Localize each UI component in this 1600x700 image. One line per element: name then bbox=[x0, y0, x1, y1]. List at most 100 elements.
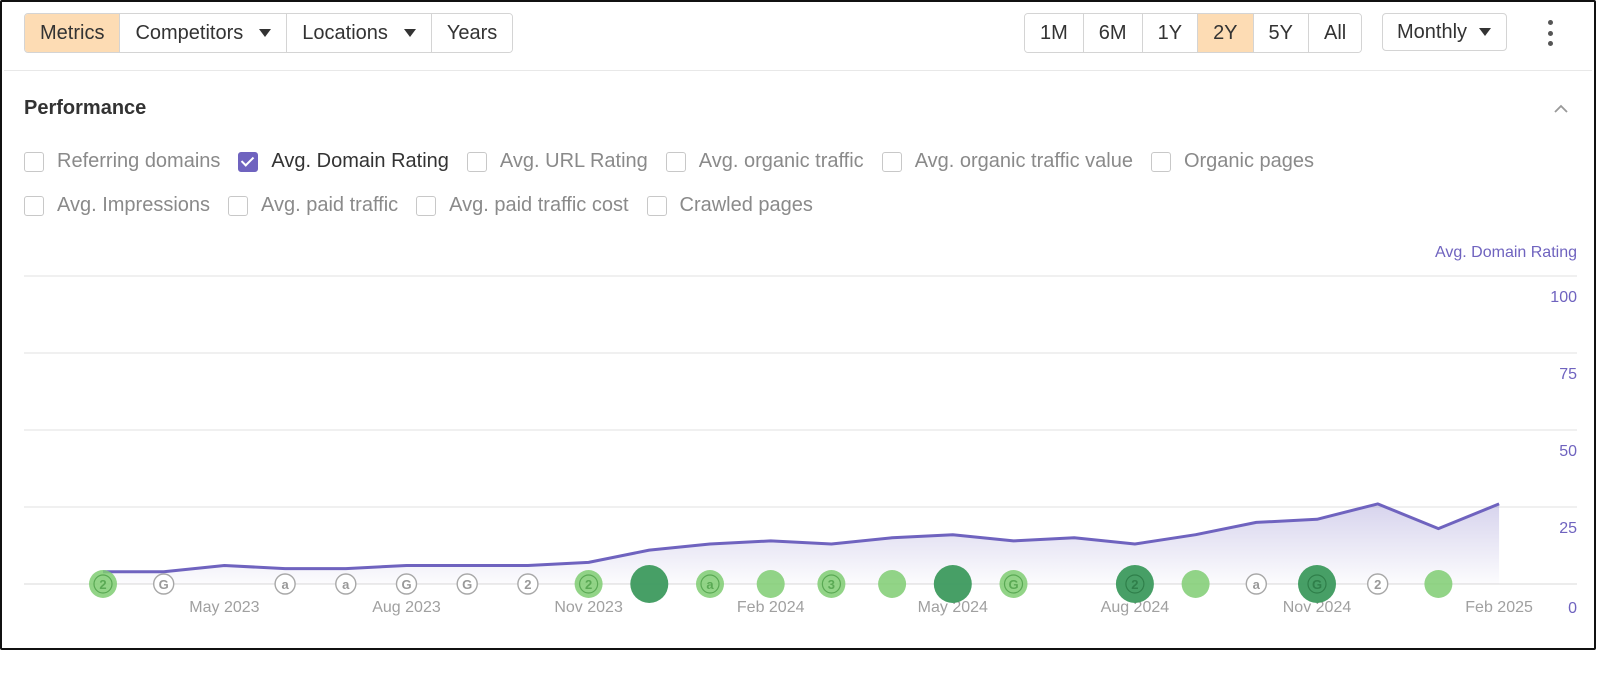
section-title: Performance bbox=[24, 97, 147, 119]
event-marker-label: 2 bbox=[524, 577, 531, 592]
event-marker bbox=[1115, 565, 1154, 603]
event-marker-ring bbox=[578, 574, 599, 594]
tab-competitors[interactable]: Competitors bbox=[120, 14, 288, 52]
event-marker-ring bbox=[700, 574, 720, 594]
x-tick-label: Aug 2024 bbox=[1101, 599, 1170, 616]
event-marker bbox=[335, 573, 357, 595]
event-marker-label: 2 bbox=[99, 577, 106, 592]
event-marker bbox=[878, 570, 907, 598]
range-label: 2Y bbox=[1213, 21, 1238, 44]
checkbox[interactable] bbox=[24, 195, 44, 216]
range-label: 6M bbox=[1098, 21, 1127, 44]
event-marker-label: G bbox=[1008, 577, 1018, 592]
metric-option-avg-organic-traffic[interactable]: Avg. organic traffic bbox=[665, 150, 864, 173]
metric-option-avg-organic-traffic-value[interactable]: Avg. organic traffic value bbox=[881, 150, 1133, 173]
event-marker-label: a bbox=[1253, 577, 1261, 592]
performance-widget: Metrics Competitors Locations Years 1M 6… bbox=[0, 0, 1596, 650]
y-tick-label: 50 bbox=[1559, 443, 1577, 460]
event-marker bbox=[933, 565, 972, 603]
interval-select[interactable]: Monthly bbox=[1382, 13, 1507, 51]
range-5y-button[interactable]: 5Y bbox=[1253, 14, 1309, 52]
checkbox[interactable] bbox=[416, 195, 437, 216]
event-marker bbox=[574, 570, 603, 598]
checkbox[interactable] bbox=[881, 151, 902, 172]
tab-years-label: Years bbox=[446, 21, 498, 44]
more-vertical-icon[interactable] bbox=[1540, 20, 1560, 46]
metric-options-row-2: Avg. Impressions Avg. paid traffic Avg. … bbox=[24, 194, 831, 217]
metric-options-row-1: Referring domains Avg. Domain Rating Avg… bbox=[24, 150, 1332, 173]
range-label: 1Y bbox=[1157, 21, 1183, 44]
range-all-button[interactable]: All bbox=[1309, 14, 1362, 52]
checkbox-checked[interactable] bbox=[238, 151, 259, 172]
caret-down-icon bbox=[259, 29, 272, 37]
event-marker-label: 3 bbox=[828, 577, 835, 592]
metric-option-avg-impressions[interactable]: Avg. Impressions bbox=[24, 194, 210, 217]
checkbox[interactable] bbox=[1150, 151, 1171, 172]
metric-option-label: Avg. URL Rating bbox=[499, 150, 648, 172]
event-marker-label: 2 bbox=[1131, 577, 1138, 592]
metric-option-avg-paid-traffic-cost[interactable]: Avg. paid traffic cost bbox=[416, 194, 629, 217]
tab-locations-label: Locations bbox=[302, 21, 388, 44]
metric-option-label: Avg. organic traffic value bbox=[914, 150, 1133, 172]
range-2y-button[interactable]: 2Y bbox=[1198, 14, 1254, 52]
event-marker-ring bbox=[1003, 574, 1024, 594]
metric-option-label: Avg. paid traffic cost bbox=[449, 194, 629, 216]
event-marker-label: a bbox=[706, 577, 714, 592]
metric-option-label: Avg. paid traffic bbox=[261, 194, 399, 216]
range-label: 5Y bbox=[1268, 21, 1293, 44]
x-tick-label: May 2024 bbox=[918, 599, 988, 616]
toolbar-divider bbox=[4, 70, 1592, 71]
checkbox[interactable] bbox=[24, 151, 44, 172]
event-marker bbox=[756, 570, 785, 598]
checkbox[interactable] bbox=[646, 195, 667, 216]
x-tick-label: Nov 2023 bbox=[554, 599, 623, 616]
checkbox[interactable] bbox=[665, 151, 686, 172]
range-6m-button[interactable]: 6M bbox=[1083, 14, 1143, 52]
y-tick-label: 0 bbox=[1568, 600, 1577, 617]
checkbox[interactable] bbox=[228, 195, 249, 216]
event-marker bbox=[999, 570, 1028, 598]
y-axis-title: Avg. Domain Rating bbox=[1435, 244, 1577, 261]
event-marker bbox=[395, 573, 418, 595]
tab-metrics[interactable]: Metrics bbox=[25, 14, 121, 52]
event-marker bbox=[1424, 570, 1453, 598]
range-1m-button[interactable]: 1M bbox=[1025, 14, 1084, 52]
metric-option-avg-url-rating[interactable]: Avg. URL Rating bbox=[466, 150, 648, 173]
checkbox[interactable] bbox=[466, 151, 487, 172]
caret-down-icon bbox=[403, 29, 416, 37]
x-tick-label: Aug 2023 bbox=[372, 599, 441, 616]
tab-locations[interactable]: Locations bbox=[287, 14, 432, 52]
tab-years[interactable]: Years bbox=[431, 14, 513, 52]
metric-option-label: Referring domains bbox=[57, 150, 221, 172]
event-marker bbox=[274, 573, 296, 595]
x-tick-label: Feb 2024 bbox=[737, 599, 805, 616]
metric-option-label: Crawled pages bbox=[679, 194, 813, 216]
event-marker-label: G bbox=[462, 577, 472, 592]
metric-option-avg-domain-rating[interactable]: Avg. Domain Rating bbox=[238, 150, 449, 173]
metric-option-label: Organic pages bbox=[1183, 150, 1315, 172]
metric-option-avg-paid-traffic[interactable]: Avg. paid traffic bbox=[228, 194, 398, 217]
event-marker bbox=[1366, 573, 1389, 595]
event-marker-ring bbox=[821, 574, 842, 594]
view-tabs: Metrics Competitors Locations Years bbox=[24, 13, 514, 53]
event-marker bbox=[1181, 570, 1210, 598]
metric-option-label: Avg. Impressions bbox=[57, 194, 211, 216]
event-marker bbox=[89, 570, 117, 598]
event-marker-label: G bbox=[1312, 577, 1322, 592]
x-tick-label: May 2023 bbox=[189, 599, 259, 616]
y-tick-label: 75 bbox=[1559, 366, 1577, 383]
metric-option-crawled-pages[interactable]: Crawled pages bbox=[646, 194, 813, 217]
chevron-up-icon[interactable] bbox=[1554, 102, 1568, 116]
range-1y-button[interactable]: 1Y bbox=[1142, 14, 1199, 52]
event-marker bbox=[517, 573, 539, 595]
event-marker-ring bbox=[93, 574, 113, 594]
series-line bbox=[103, 502, 1500, 574]
event-marker-label: G bbox=[159, 577, 169, 592]
metric-option-referring-domains[interactable]: Referring domains bbox=[24, 150, 220, 173]
event-marker-label: G bbox=[401, 577, 411, 592]
metric-option-organic-pages[interactable]: Organic pages bbox=[1150, 150, 1315, 173]
event-marker-ring bbox=[1307, 574, 1327, 594]
y-tick-label: 25 bbox=[1559, 520, 1577, 537]
event-marker-label: 2 bbox=[585, 577, 592, 592]
range-label: All bbox=[1324, 21, 1347, 44]
